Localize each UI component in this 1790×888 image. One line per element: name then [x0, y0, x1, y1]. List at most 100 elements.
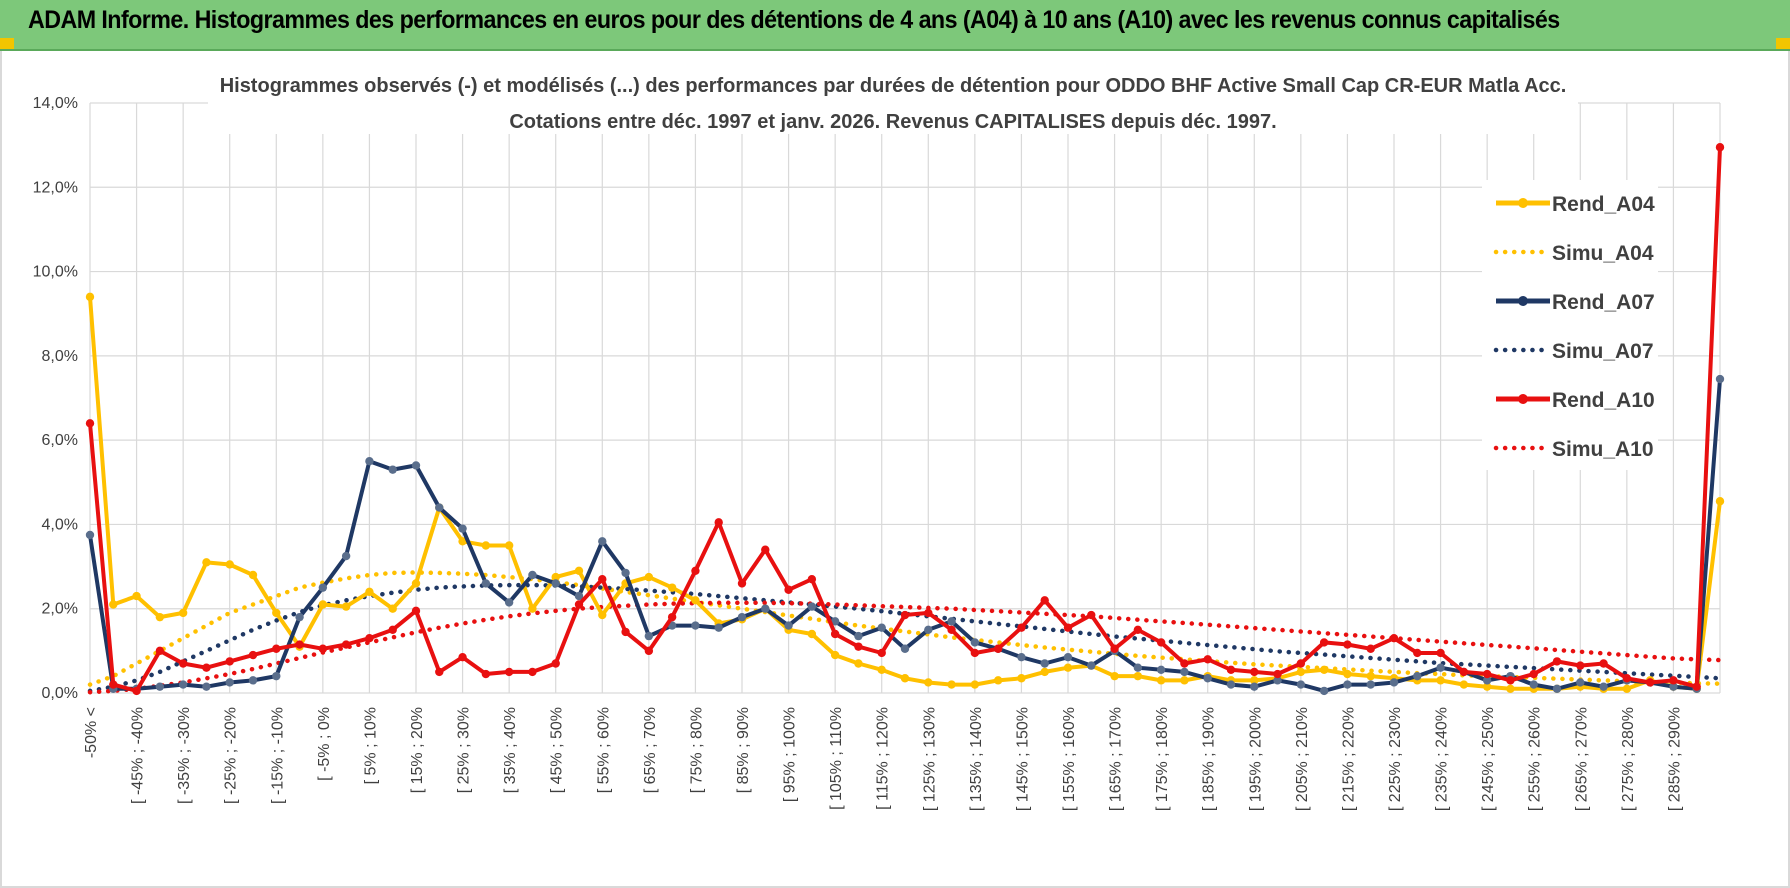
data-point — [877, 623, 886, 632]
data-point — [924, 608, 933, 618]
legend-label: Simu_A07 — [1552, 340, 1654, 363]
data-point — [365, 457, 374, 466]
legend-marker — [1518, 296, 1528, 306]
data-point — [714, 623, 723, 632]
data-point — [970, 680, 980, 689]
x-tick-label: [ 225% ; 230% — [1387, 707, 1404, 811]
data-point — [481, 669, 491, 679]
data-point — [1506, 676, 1515, 685]
data-point — [574, 600, 584, 609]
data-point — [1319, 665, 1329, 675]
data-point — [877, 665, 886, 675]
data-point — [1715, 374, 1725, 384]
data-point — [1296, 659, 1306, 668]
data-point — [225, 657, 234, 666]
x-tick-label: [ -25% ; -20% — [223, 707, 240, 804]
data-point — [714, 518, 723, 527]
legend-label: Rend_A07 — [1552, 291, 1655, 314]
data-point — [854, 631, 863, 641]
legend: Rend_A04 Simu_A04 Rend_A07 Simu_A07 Rend_A10… — [1482, 180, 1658, 470]
data-point — [737, 612, 747, 622]
x-tick-label: [ 55% ; 60% — [595, 707, 612, 793]
data-point — [761, 604, 770, 613]
data-point — [1506, 684, 1515, 693]
data-point — [807, 602, 817, 611]
legend-item: Rend_A10 — [1496, 389, 1655, 412]
data-point — [1203, 674, 1212, 683]
data-point — [1413, 648, 1422, 658]
data-point — [504, 667, 514, 677]
data-point — [458, 537, 467, 546]
data-point — [900, 610, 910, 620]
data-point — [411, 461, 421, 470]
series-rend-a07 — [85, 374, 1725, 696]
data-point — [830, 617, 840, 626]
data-point — [1017, 652, 1026, 662]
y-tick-label: 14,0% — [33, 95, 78, 112]
data-point — [272, 671, 281, 681]
legend-marker — [1518, 198, 1528, 208]
data-point — [528, 604, 537, 613]
data-point — [1529, 680, 1538, 689]
data-point — [644, 646, 654, 656]
data-point — [761, 545, 770, 554]
legend-label: Rend_A04 — [1552, 193, 1655, 216]
legend-label: Simu_A04 — [1552, 242, 1654, 265]
data-point — [1366, 680, 1375, 689]
x-tick-label: [ 235% ; 240% — [1434, 707, 1451, 811]
data-point — [411, 606, 421, 616]
data-point — [644, 631, 654, 641]
data-point — [807, 575, 817, 584]
data-point — [1482, 682, 1492, 691]
x-tick-label: [ 115% ; 120% — [875, 707, 892, 810]
data-point — [248, 676, 258, 685]
data-point — [1599, 682, 1608, 691]
data-point — [248, 650, 258, 660]
data-point — [1459, 667, 1469, 677]
data-point — [1063, 623, 1073, 632]
data-point — [1715, 143, 1725, 152]
data-point — [388, 625, 397, 634]
data-point — [830, 629, 840, 639]
x-tick-label: [ 105% ; 110% — [828, 707, 845, 810]
x-tick-label: [ 25% ; 30% — [456, 707, 473, 793]
page-title: ADAM Informe. Histogrammes des performan… — [28, 6, 1560, 34]
data-point — [85, 292, 95, 302]
data-point — [551, 572, 560, 582]
data-point — [295, 640, 304, 649]
data-point — [1296, 667, 1306, 677]
data-point — [1552, 657, 1562, 666]
banner-corner-right — [1776, 38, 1790, 49]
data-point — [272, 644, 281, 653]
data-point — [1436, 648, 1445, 658]
data-point — [1715, 497, 1725, 506]
data-point — [1087, 610, 1096, 620]
series-line — [87, 570, 1723, 687]
data-point — [1156, 665, 1166, 675]
data-point — [1133, 625, 1143, 634]
x-tick-label: [ 285% ; 290% — [1666, 707, 1683, 811]
data-point — [1622, 674, 1632, 683]
data-point — [318, 644, 328, 653]
data-point — [1645, 678, 1655, 687]
legend-item: Rend_A07 — [1496, 291, 1655, 314]
data-point — [528, 570, 537, 580]
data-point — [504, 598, 514, 607]
y-tick-label: 4,0% — [42, 516, 78, 533]
data-point — [109, 680, 118, 689]
data-point — [435, 503, 444, 512]
data-point — [784, 585, 793, 594]
legend-label: Rend_A10 — [1552, 389, 1655, 412]
data-point — [178, 608, 188, 618]
data-point — [1343, 680, 1352, 689]
y-tick-label: 10,0% — [33, 264, 78, 281]
data-point — [970, 648, 980, 658]
data-point — [598, 537, 607, 546]
data-point — [667, 612, 677, 622]
x-tick-label: [ 175% ; 180% — [1154, 707, 1171, 811]
data-point — [691, 566, 700, 575]
data-point — [155, 612, 165, 622]
x-tick-label: [ 125% ; 130% — [921, 707, 938, 811]
data-point — [737, 579, 747, 588]
data-point — [1250, 682, 1259, 691]
